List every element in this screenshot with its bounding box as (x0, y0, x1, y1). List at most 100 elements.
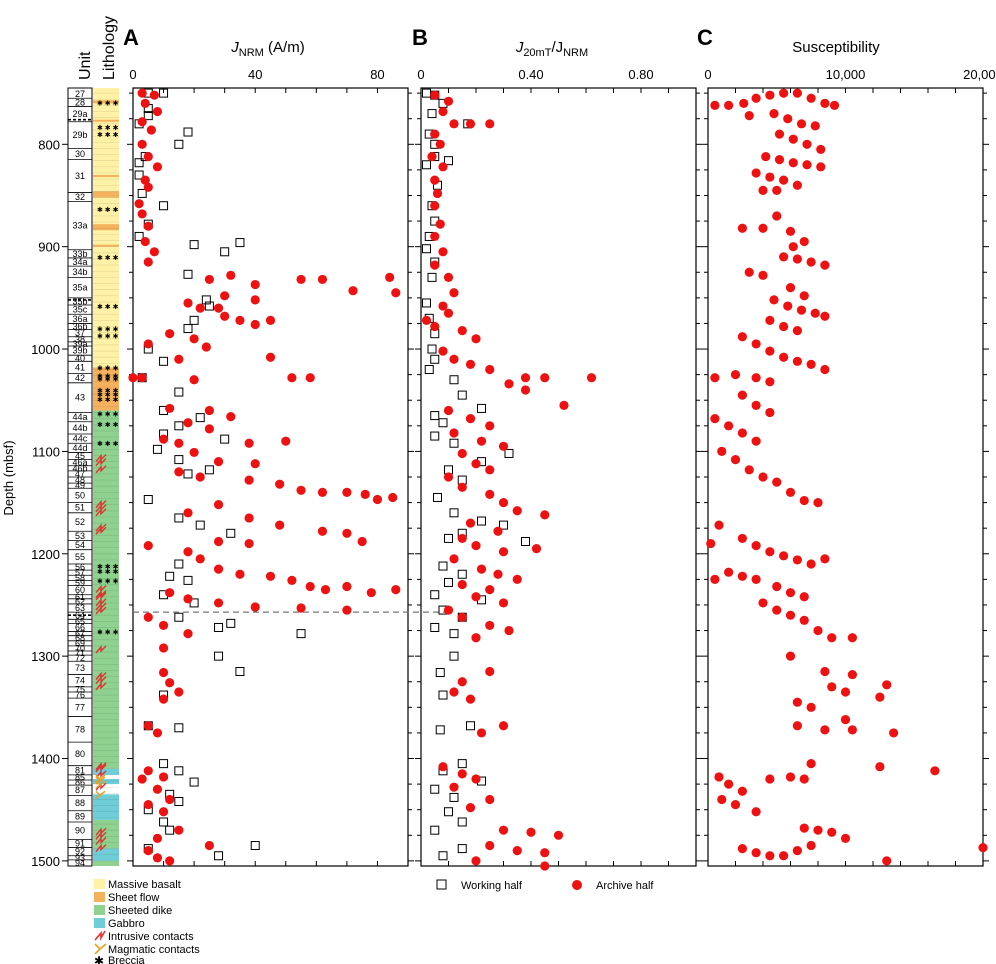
working-half-point (134, 158, 144, 168)
archive-half-point (465, 119, 476, 129)
series-open-square (134, 88, 306, 861)
archive-half-point (813, 825, 823, 835)
lithology-gabbro (93, 794, 119, 820)
archive-half-point (471, 774, 481, 784)
archive-half-point (244, 438, 254, 448)
archive-half-point (457, 579, 467, 590)
unit-label: 93 (75, 853, 85, 863)
unit-label: 44d (72, 443, 87, 453)
intrusive-contact-icon (95, 763, 107, 773)
archive-half-point (287, 373, 297, 383)
archive-half-point (438, 162, 448, 172)
working-half-point (159, 817, 169, 827)
archive-half-point (758, 185, 768, 195)
archive-half-point (143, 766, 153, 776)
archive-half-point (751, 339, 761, 349)
legend-label-massive: Massive basalt (108, 879, 181, 891)
breccia-icon: ✱ ✱ ✱ (97, 421, 119, 429)
working-half-point (183, 575, 193, 585)
unit-label: 70 (75, 643, 85, 653)
archive-half-point (792, 697, 802, 707)
working-half-point (159, 88, 169, 98)
unit-label: 85 (75, 772, 85, 782)
archive-half-point (779, 321, 789, 332)
archive-half-point (174, 438, 184, 448)
archive-half-point (978, 842, 988, 853)
intrusive-contact-icon (95, 464, 107, 474)
working-half-point (143, 495, 153, 505)
archive-half-point (751, 400, 761, 410)
archive-half-point (485, 840, 495, 851)
archive-half-point (806, 759, 816, 769)
working-half-point (466, 721, 475, 731)
lithology-sheet (93, 224, 119, 231)
archive-half-point (744, 111, 754, 121)
archive-half-point (799, 236, 809, 247)
working-half-point (457, 569, 467, 579)
archive-half-point (802, 139, 812, 149)
panel-frame (707, 87, 984, 867)
unit-label: 67 (75, 629, 85, 639)
archive-half-point (189, 447, 199, 458)
unit-label: 68 (75, 633, 85, 643)
archive-half-point (342, 581, 352, 592)
unit-label: 90 (75, 826, 85, 836)
archive-half-point (796, 305, 807, 315)
archive-half-point (158, 643, 169, 653)
legend-label-gabbro: Gabbro (108, 918, 145, 930)
breccia-icon: ✱ ✱ ✱ (97, 254, 119, 262)
archive-half-point (744, 465, 754, 475)
archive-half-point (152, 853, 163, 863)
archive-half-point (430, 201, 440, 211)
working-half-point (438, 851, 448, 861)
working-half-point (174, 387, 184, 397)
working-half-point (427, 109, 437, 119)
breccia-icon: ✱ ✱ ✱ (97, 124, 119, 132)
breccia-icon: ✱ ✱ ✱ (97, 303, 119, 311)
unit-label: 75 (75, 684, 85, 694)
archive-half-point (526, 827, 536, 837)
series-filled-circle (128, 88, 401, 866)
archive-half-point (806, 840, 816, 851)
archive-half-point (201, 342, 211, 352)
archive-half-point (485, 585, 495, 595)
archive-half-point (810, 121, 820, 131)
archive-half-point (137, 88, 147, 98)
panel-b-title: J20mT/JNRM (515, 39, 588, 59)
archive-half-point (724, 779, 734, 789)
archive-half-point (174, 687, 184, 697)
archive-half-point (765, 547, 775, 557)
unit-label: 30 (75, 149, 85, 159)
working-half-point (433, 492, 442, 502)
unit-label: 61 (75, 592, 85, 602)
archive-half-point (520, 385, 531, 395)
unit-label: 43 (75, 393, 85, 403)
archive-half-point (137, 373, 147, 383)
legend-label-breccia: Breccia (108, 955, 146, 964)
archive-half-point (779, 252, 789, 262)
archive-half-point (174, 354, 184, 364)
unit-label: 86 (75, 778, 85, 788)
unit-column-header: Unit (77, 51, 94, 80)
y-tick-label: 1200 (31, 547, 60, 562)
archive-half-point (485, 364, 495, 375)
archive-half-point (244, 538, 254, 549)
archive-half-point (737, 786, 747, 796)
archive-half-point (152, 162, 163, 172)
unit-label: 73 (75, 663, 85, 673)
archive-half-point (317, 526, 328, 536)
archive-half-point (485, 794, 495, 805)
working-half-point (195, 413, 205, 423)
y-axis-ticks: 800 900 1000 1100 1200 1300 1400 1500 (31, 137, 68, 869)
y-tick-label: 1300 (31, 649, 60, 664)
archive-half-point (449, 687, 459, 697)
working-half-point (521, 536, 530, 546)
archive-half-point (785, 487, 796, 497)
archive-half-point (320, 585, 331, 595)
working-half-point (152, 444, 162, 454)
archive-half-point (449, 288, 459, 298)
archive-half-point (183, 298, 193, 308)
archive-half-point (143, 721, 153, 731)
archive-half-point (388, 492, 398, 503)
archive-half-point (765, 851, 775, 861)
